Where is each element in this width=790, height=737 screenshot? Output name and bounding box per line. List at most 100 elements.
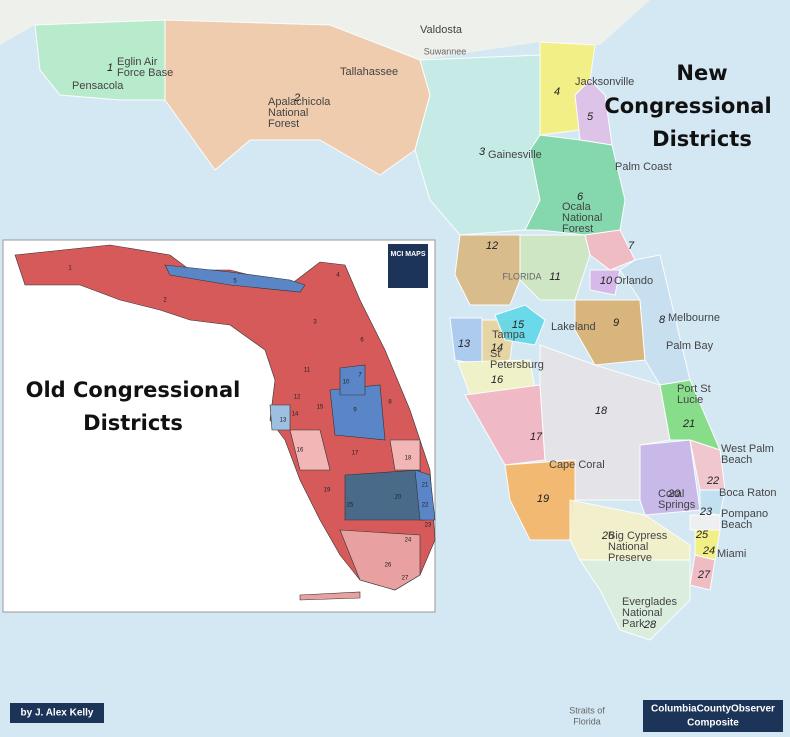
district-number: 19	[537, 493, 549, 505]
place-label: Pensacola	[72, 80, 124, 92]
place-label: Palm Coast	[615, 161, 672, 173]
place-label: St	[490, 348, 500, 360]
old-district-number: 2	[163, 298, 167, 304]
place-label: Orlando	[614, 275, 653, 287]
inset-logo: MCI MAPS	[391, 251, 426, 258]
district-number: 25	[695, 529, 709, 541]
source-line: ColumbiaCountyObserver	[651, 704, 775, 715]
source-line: Composite	[687, 718, 739, 729]
place-label: National	[562, 212, 602, 224]
title-line: Districts	[652, 127, 752, 151]
place-label: Gainesville	[488, 149, 542, 161]
old-title-line: Old Congressional	[26, 378, 241, 402]
place-label: Tampa	[492, 329, 526, 341]
old-district-number: 25	[347, 503, 354, 509]
place-label: Miami	[717, 548, 746, 560]
old-district-number: 23	[425, 523, 432, 529]
district-area	[494, 304, 546, 346]
district-number: 6	[577, 191, 584, 203]
place-label: Everglades	[622, 596, 678, 608]
district-number: 24	[702, 545, 715, 557]
old-district-area	[339, 364, 366, 396]
place-label: Pompano	[721, 508, 768, 520]
old-district-number: 10	[343, 380, 350, 386]
district-number: 26	[601, 530, 615, 542]
district-area	[689, 554, 716, 591]
place-label: Suwannee	[424, 46, 467, 56]
place-label: Forest	[268, 118, 299, 130]
old-district-number: 11	[304, 368, 311, 374]
old-district-number: 19	[324, 488, 331, 494]
place-label: Melbourne	[668, 312, 720, 324]
old-district-number: 9	[353, 408, 357, 414]
old-district-area	[164, 264, 306, 293]
old-district-number: 12	[294, 395, 301, 401]
district-number: 3	[479, 146, 486, 158]
district-number: 18	[595, 405, 608, 417]
district-number: 20	[667, 488, 681, 500]
district-number: 15	[512, 319, 525, 331]
old-district-number: 26	[385, 563, 392, 569]
district-area	[454, 234, 521, 306]
place-label: Port St	[677, 383, 711, 395]
source-box	[643, 700, 783, 732]
old-district-number: 6	[360, 338, 364, 344]
title-line: New	[676, 61, 727, 85]
district-number: 22	[706, 475, 719, 487]
district-number: 5	[587, 111, 594, 123]
place-label: Jacksonville	[575, 76, 634, 88]
district-number: 11	[549, 271, 560, 283]
old-district-number: 3	[313, 320, 317, 326]
place-label: Boca Raton	[719, 487, 776, 499]
old-district-number: 27	[402, 576, 409, 582]
district-number: 16	[491, 374, 504, 386]
district-number: 10	[600, 275, 613, 287]
old-district-number: 15	[317, 405, 324, 411]
place-label: Lakeland	[551, 321, 596, 333]
old-district-number: 4	[336, 273, 340, 279]
place-label: Cape Coral	[549, 459, 605, 471]
place-label: Coral	[658, 488, 684, 500]
place-label: Beach	[721, 519, 752, 531]
place-label: Beach	[721, 454, 752, 466]
district-area	[619, 254, 691, 386]
district-number: 23	[699, 506, 713, 518]
old-title-line: Districts	[83, 411, 183, 435]
district-area	[589, 269, 621, 296]
district-number: 14	[491, 342, 503, 354]
place-label: Florida	[573, 716, 601, 726]
old-district-area	[289, 429, 331, 471]
place-label: Springs	[658, 499, 696, 511]
place-label: Valdosta	[420, 24, 463, 36]
old-district-area	[389, 439, 421, 471]
district-number: 9	[613, 317, 619, 329]
place-label: Big Cypress	[608, 530, 668, 542]
place-label: Lucie	[677, 394, 703, 406]
place-label: Preserve	[608, 552, 652, 564]
district-number: 1	[107, 62, 113, 74]
place-label: Petersburg	[490, 359, 544, 371]
place-label: Tallahassee	[340, 66, 398, 78]
district-area	[579, 559, 691, 641]
new-title: New Congressional Districts	[604, 61, 771, 151]
old-district-number: 14	[292, 412, 299, 418]
district-number: 2	[293, 92, 300, 104]
old-district-number: 13	[280, 418, 287, 424]
district-area	[574, 79, 613, 146]
credit-box	[10, 703, 104, 723]
old-district-number: 8	[388, 400, 392, 406]
old-district-area	[339, 529, 421, 591]
old-district-number: 16	[297, 448, 304, 454]
place-label: West Palm	[721, 443, 774, 455]
credit: by J. Alex Kelly	[21, 708, 94, 719]
old-district-number: 18	[405, 456, 412, 462]
district-number: 27	[697, 569, 711, 581]
place-label: Eglin Air	[117, 56, 158, 68]
old-district-number: 7	[358, 373, 362, 379]
place-label: Park	[622, 618, 645, 630]
place-label: Apalachicola	[268, 96, 331, 108]
old-district-area	[299, 591, 361, 601]
